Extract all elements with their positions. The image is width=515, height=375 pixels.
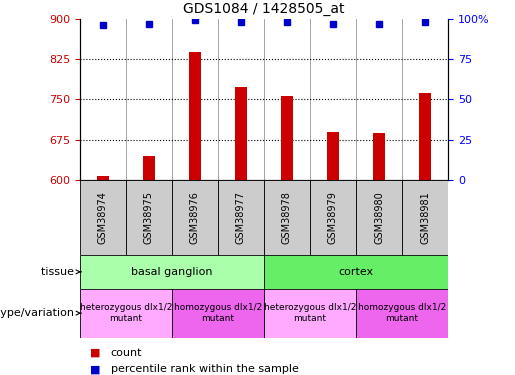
Text: GSM38975: GSM38975 xyxy=(144,191,154,244)
FancyBboxPatch shape xyxy=(172,180,218,255)
Text: GSM38979: GSM38979 xyxy=(328,191,338,244)
FancyBboxPatch shape xyxy=(356,289,448,338)
FancyBboxPatch shape xyxy=(264,180,310,255)
FancyBboxPatch shape xyxy=(172,289,264,338)
FancyBboxPatch shape xyxy=(310,180,356,255)
Text: count: count xyxy=(111,348,142,357)
Text: GSM38978: GSM38978 xyxy=(282,191,292,244)
Bar xyxy=(419,93,431,180)
FancyBboxPatch shape xyxy=(356,180,402,255)
Text: genotype/variation: genotype/variation xyxy=(0,308,77,318)
Text: homozygous dlx1/2
mutant: homozygous dlx1/2 mutant xyxy=(174,303,262,323)
FancyBboxPatch shape xyxy=(80,180,126,255)
FancyBboxPatch shape xyxy=(264,289,356,338)
FancyBboxPatch shape xyxy=(264,255,448,289)
Text: tissue: tissue xyxy=(41,267,77,277)
Text: GSM38980: GSM38980 xyxy=(374,191,384,244)
Text: percentile rank within the sample: percentile rank within the sample xyxy=(111,364,299,374)
Bar xyxy=(281,96,293,180)
Bar xyxy=(327,132,339,180)
Bar xyxy=(143,156,154,180)
Text: GSM38976: GSM38976 xyxy=(190,191,200,244)
Text: GSM38974: GSM38974 xyxy=(98,191,108,244)
Text: GSM38977: GSM38977 xyxy=(236,191,246,244)
Text: basal ganglion: basal ganglion xyxy=(131,267,213,277)
Bar xyxy=(97,176,109,180)
Text: ■: ■ xyxy=(90,348,100,357)
Title: GDS1084 / 1428505_at: GDS1084 / 1428505_at xyxy=(183,2,345,16)
Text: heterozygous dlx1/2
mutant: heterozygous dlx1/2 mutant xyxy=(264,303,356,323)
FancyBboxPatch shape xyxy=(126,180,172,255)
FancyBboxPatch shape xyxy=(402,180,448,255)
Text: GSM38981: GSM38981 xyxy=(420,191,430,244)
Text: cortex: cortex xyxy=(338,267,373,277)
FancyBboxPatch shape xyxy=(80,289,172,338)
Bar xyxy=(235,87,247,180)
FancyBboxPatch shape xyxy=(80,255,264,289)
Bar xyxy=(373,133,385,180)
Text: homozygous dlx1/2
mutant: homozygous dlx1/2 mutant xyxy=(358,303,446,323)
Text: heterozygous dlx1/2
mutant: heterozygous dlx1/2 mutant xyxy=(80,303,172,323)
Bar xyxy=(189,52,201,180)
Text: ■: ■ xyxy=(90,364,100,374)
FancyBboxPatch shape xyxy=(218,180,264,255)
